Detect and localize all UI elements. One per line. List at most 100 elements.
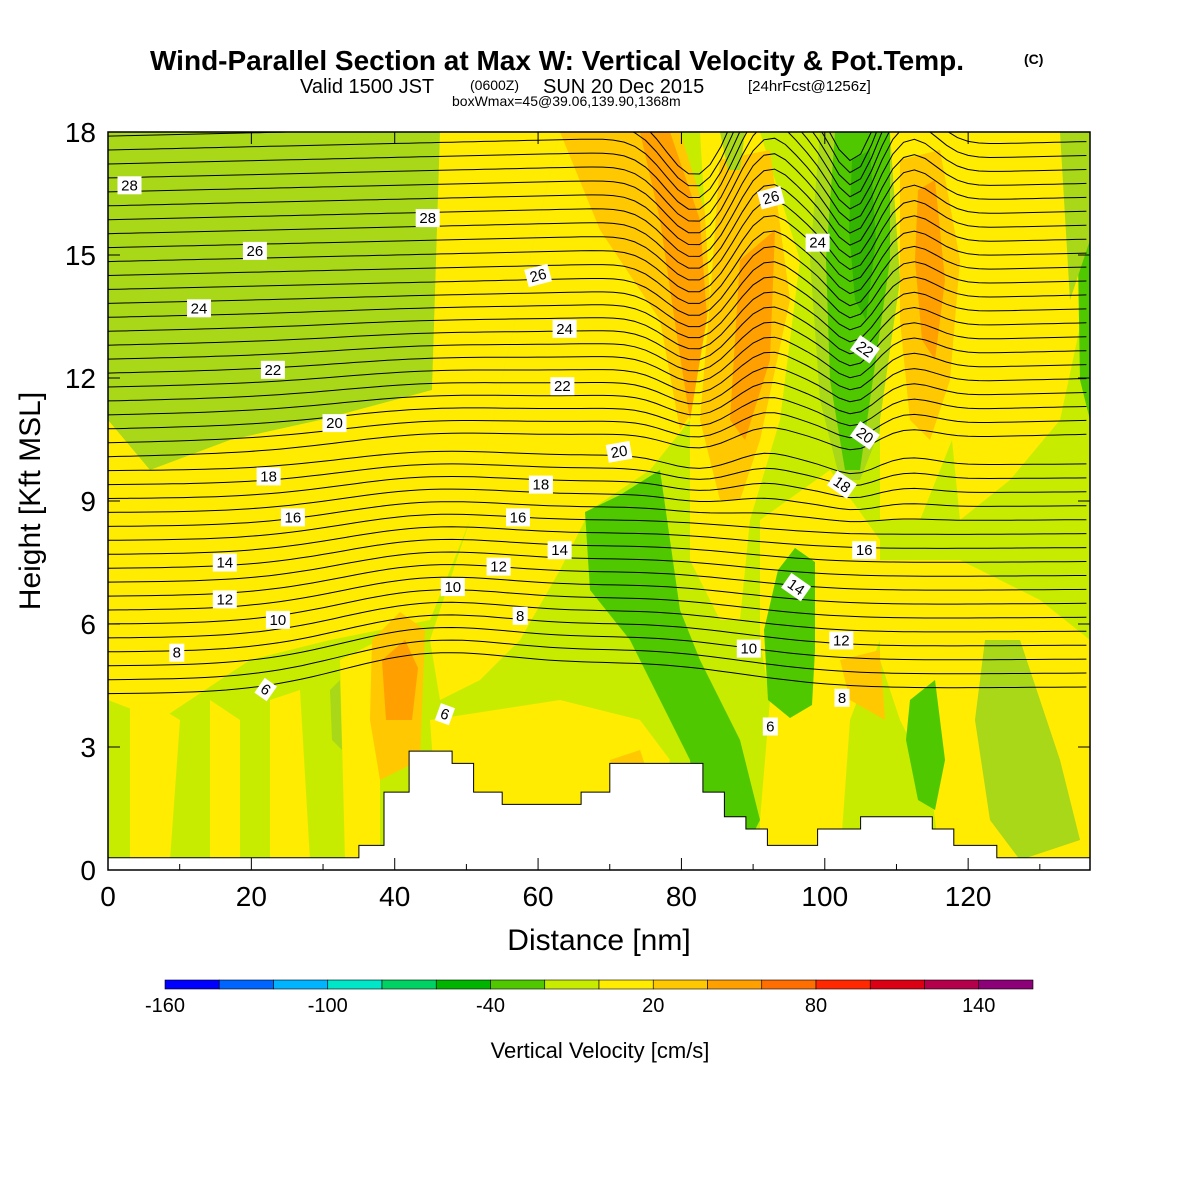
downdraft-band (585, 470, 760, 860)
neutral-region (340, 640, 380, 860)
x-axis-label: Distance [nm] (507, 924, 690, 957)
box-wmax-info: boxWmax=45@39.06,139.90,1368m (452, 93, 681, 109)
theta-contour-line (108, 601, 1087, 639)
theta-contour-line (108, 639, 1087, 681)
contour-label-box (528, 475, 553, 494)
contour-label-text: 16 (285, 509, 302, 526)
contour-label-text: 10 (740, 641, 757, 658)
contour-label-text: 10 (444, 579, 461, 596)
contour-label-box (849, 421, 880, 450)
contour-label: 16 (852, 541, 877, 560)
colorbar-swatch (815, 979, 871, 990)
terrain-profile (108, 750, 1090, 870)
contour-label-box (440, 578, 465, 597)
contour-label: 26 (242, 241, 267, 260)
colorbar-swatch (761, 979, 817, 990)
theta-contour-line (108, 564, 1087, 597)
theta-contour-line (108, 184, 1087, 269)
contour-label-text: 24 (556, 321, 573, 338)
theta-contour-line (108, 397, 1087, 430)
contour-label-text: 28 (419, 210, 436, 227)
contour-label-box (852, 541, 877, 560)
x-tick-label: 120 (945, 881, 992, 912)
contour-label: 10 (736, 639, 761, 658)
contour-label: 14 (212, 553, 237, 572)
colorbar-swatch (598, 979, 654, 990)
contour-label-box (512, 606, 528, 625)
colorbar-tick-label: 20 (642, 995, 664, 1017)
contour-label-text: 8 (838, 690, 846, 707)
contour-label-text: 26 (528, 266, 549, 287)
contour-label: 24 (552, 319, 577, 338)
colorbar-label: Vertical Velocity [cm/s] (491, 1038, 710, 1063)
theta-contour-line (108, 526, 1087, 555)
colorbar-tick-label: -160 (145, 995, 185, 1017)
upward-motion-region (1060, 132, 1090, 300)
contour-label-box (781, 572, 812, 602)
colorbar-swatch (164, 979, 220, 990)
contour-label: 18 (528, 475, 553, 494)
theta-contour-line (108, 501, 1087, 527)
colorbar-swatch (978, 979, 1034, 990)
contour-label-text: 20 (326, 415, 343, 432)
updraft-core (906, 680, 945, 810)
contour-label-text: 24 (809, 235, 826, 252)
contour-label: 24 (805, 233, 830, 252)
colorbar-swatch (327, 979, 383, 990)
colorbar-swatch (869, 979, 925, 990)
theta-contour-line (108, 351, 1087, 394)
contour-label-box (827, 470, 857, 499)
contour-label: 22 (849, 335, 880, 364)
contour-label-box (547, 541, 572, 560)
y-tick-label: 6 (80, 609, 96, 640)
contour-label: 12 (486, 557, 511, 576)
contour-label-box (254, 677, 278, 702)
contour-label: 20 (605, 440, 633, 463)
valid-time-zulu: (0600Z) (470, 77, 519, 93)
contour-label: 8 (169, 643, 185, 662)
contour-label-text: 26 (761, 188, 782, 209)
contour-label-box (265, 610, 290, 629)
contour-label-box (434, 703, 456, 726)
contour-label-box (762, 717, 778, 736)
contour-label-text: 14 (551, 542, 568, 559)
x-tick-label: 60 (522, 881, 553, 912)
contour-label-box (322, 414, 347, 433)
theta-contour-line (108, 261, 1087, 328)
contour-label-box (117, 176, 142, 195)
x-tick-label: 100 (801, 881, 848, 912)
contour-label-text: 6 (766, 719, 774, 736)
colorbar-swatch (218, 979, 274, 990)
y-tick-label: 15 (65, 240, 96, 271)
theta-contour-line (108, 291, 1087, 350)
contour-label: 16 (280, 508, 305, 527)
x-tick-label: 40 (379, 881, 410, 912)
contour-label-box (169, 643, 185, 662)
contour-label-box (524, 263, 553, 288)
x-tick-label: 0 (100, 881, 116, 912)
theta-contour-line (108, 427, 1087, 458)
upward-motion-region (108, 132, 440, 470)
contour-label: 10 (440, 578, 465, 597)
colorbar-swatch (273, 979, 329, 990)
y-tick-label: 3 (80, 732, 96, 763)
contour-label-text: 28 (121, 177, 138, 194)
theta-contour-line (108, 132, 1087, 210)
contour-label-box (486, 557, 511, 576)
colorbar-swatch (924, 979, 980, 990)
contour-label: 14 (547, 541, 572, 560)
contour-label: 6 (254, 677, 278, 702)
chart-title: Wind-Parallel Section at Max W: Vertical… (150, 45, 964, 76)
y-axis: 0 3 6 9 12 15 18 (65, 117, 1090, 886)
contour-label-text: 18 (830, 473, 853, 496)
contour-label-box (849, 335, 880, 364)
contour-label-box (829, 631, 854, 650)
contour-label-text: 20 (853, 424, 876, 447)
contour-label-box (736, 639, 761, 658)
theta-contour-line (108, 168, 1087, 257)
contour-label: 16 (506, 508, 530, 527)
theta-contour-line (108, 381, 1087, 416)
contour-label-box (280, 508, 305, 527)
colorbar-swatch (707, 979, 763, 990)
